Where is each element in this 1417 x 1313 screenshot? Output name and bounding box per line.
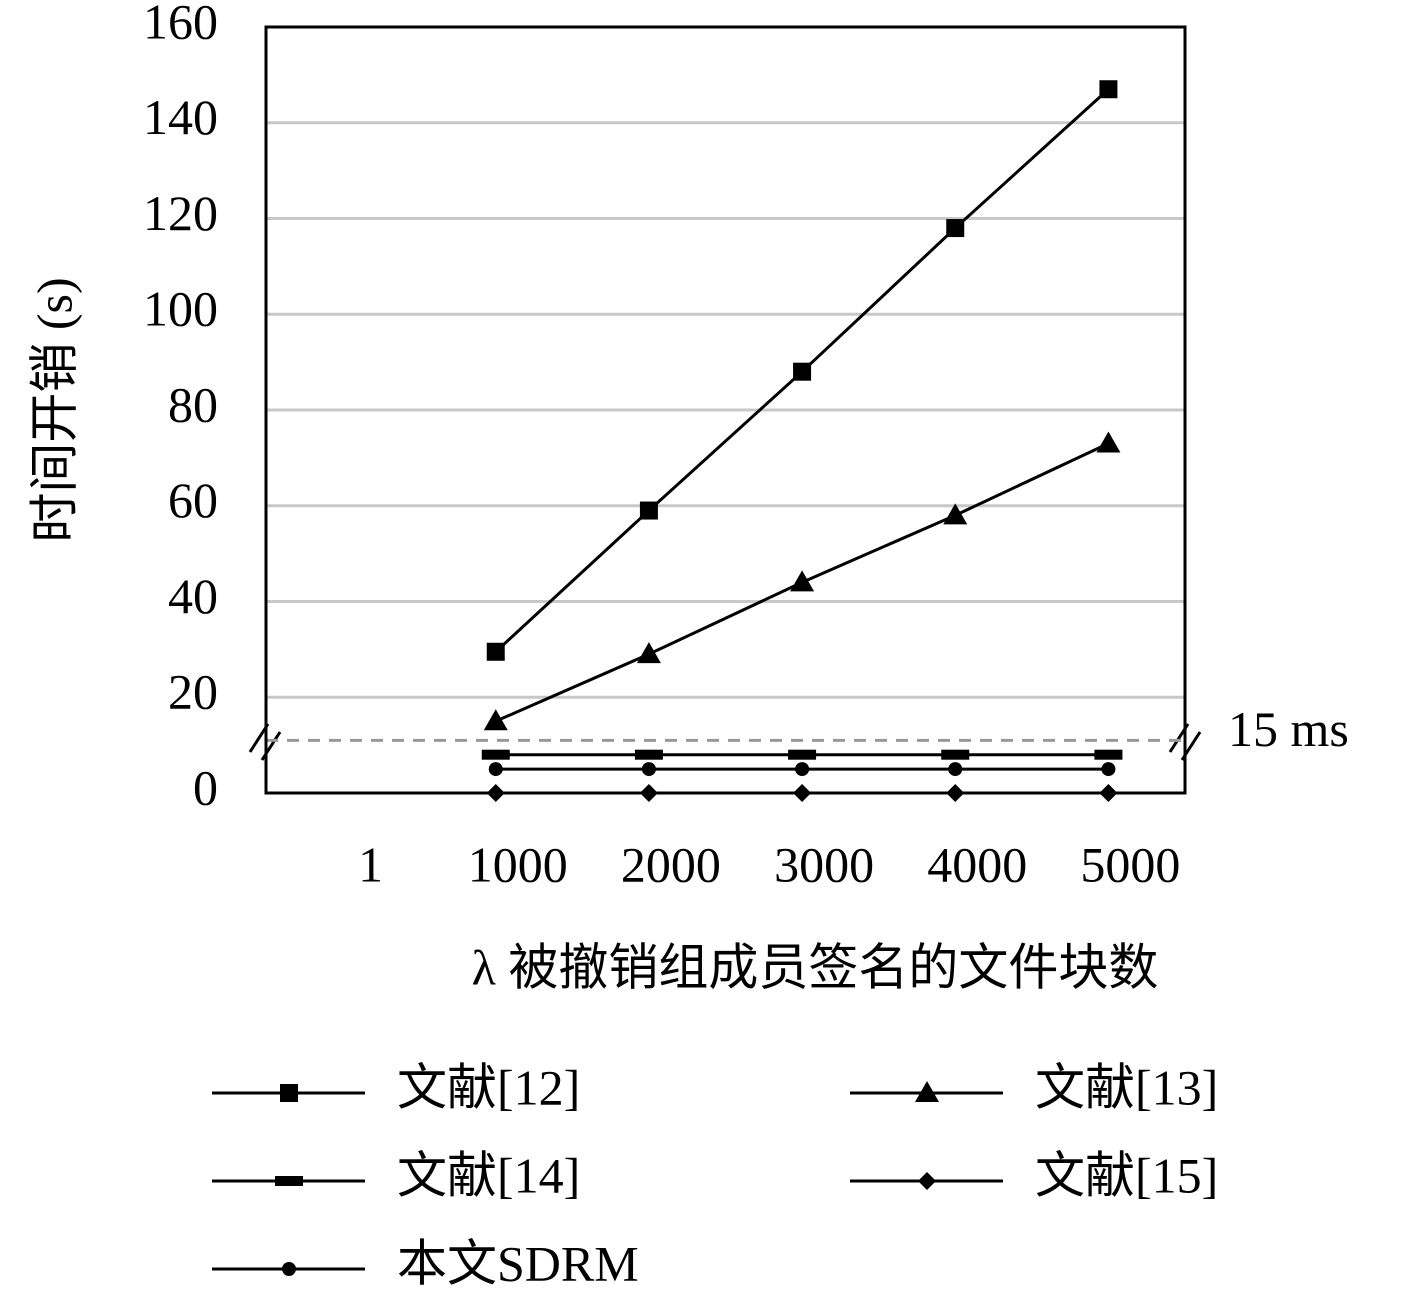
- marker: [790, 570, 815, 592]
- marker: [639, 501, 658, 520]
- marker: [481, 749, 510, 760]
- marker: [943, 503, 968, 525]
- legend-label: 文献[12]: [397, 1059, 580, 1115]
- marker: [948, 762, 963, 777]
- x-tick-label: 3000: [774, 836, 874, 892]
- marker: [639, 784, 658, 802]
- y-tick-label: 40: [168, 568, 218, 624]
- y-tick-label: 140: [143, 89, 218, 145]
- marker: [788, 749, 817, 760]
- y-tick-label: 0: [193, 759, 218, 815]
- marker: [275, 1176, 303, 1186]
- marker: [1099, 784, 1118, 802]
- marker: [918, 1172, 936, 1190]
- y-tick-label: 60: [168, 472, 218, 528]
- marker: [946, 784, 965, 802]
- x-axis-label: λ 被撤销组成员签名的文件块数: [472, 939, 1159, 995]
- marker: [946, 219, 965, 238]
- y-tick-label: 20: [168, 664, 218, 720]
- marker: [795, 762, 810, 777]
- y-tick-label: 100: [143, 281, 218, 337]
- y-axis-label: 时间开销 (s): [26, 277, 82, 542]
- x-tick-label: 2000: [621, 836, 721, 892]
- x-tick-label: 5000: [1080, 836, 1180, 892]
- break-label: 15 ms: [1228, 701, 1349, 757]
- marker: [1099, 80, 1118, 99]
- marker: [486, 642, 505, 661]
- marker: [1101, 762, 1116, 777]
- marker: [282, 1262, 296, 1276]
- y-tick-label: 160: [143, 0, 218, 49]
- marker: [483, 709, 508, 731]
- marker: [280, 1084, 298, 1102]
- legend-label: 文献[14]: [397, 1147, 580, 1203]
- marker: [636, 642, 661, 664]
- marker: [486, 784, 505, 802]
- legend-label: 文献[13]: [1035, 1059, 1218, 1115]
- marker: [641, 762, 656, 777]
- marker: [915, 1081, 939, 1102]
- legend-label: 本文SDRM: [397, 1235, 639, 1291]
- marker: [634, 749, 663, 760]
- marker: [488, 762, 503, 777]
- x-tick-label: 1000: [468, 836, 568, 892]
- marker: [793, 362, 812, 381]
- x-tick-label: 4000: [927, 836, 1027, 892]
- y-tick-label: 120: [143, 185, 218, 241]
- x-tick-label: 1: [358, 836, 383, 892]
- marker: [793, 784, 812, 802]
- marker: [1096, 431, 1121, 453]
- marker: [941, 749, 970, 760]
- y-tick-label: 80: [168, 376, 218, 432]
- marker: [1094, 749, 1123, 760]
- legend-label: 文献[15]: [1035, 1147, 1218, 1203]
